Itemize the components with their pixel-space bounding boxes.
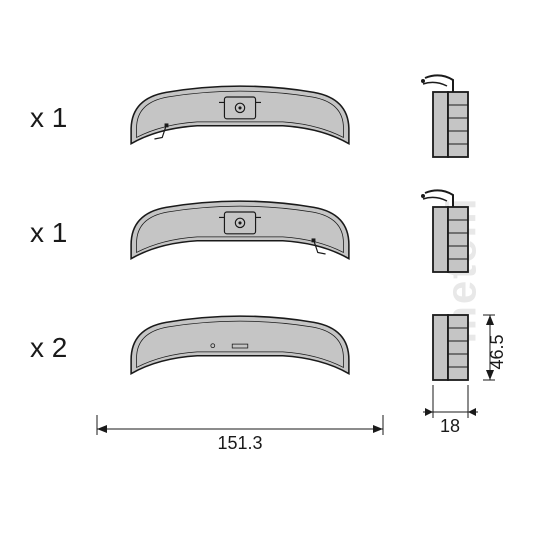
dimension-height-value: 46.5 [487, 334, 507, 369]
dimension-width: 151.3 [95, 415, 385, 455]
brake-pad-front [95, 303, 385, 393]
quantity-label: x 1 [30, 217, 95, 249]
brake-pad-front [95, 73, 385, 163]
dimension-side: 46.5 18 [405, 300, 500, 460]
quantity-label: x 2 [30, 332, 95, 364]
dimension-width-value: 151.3 [217, 433, 262, 453]
pad-row: x 1 [30, 70, 510, 165]
brake-pad-front [95, 188, 385, 278]
dimension-thickness-value: 18 [440, 416, 460, 436]
pad-side-with-clip [405, 70, 495, 165]
quantity-label: x 1 [30, 102, 95, 134]
pad-side-with-clip [405, 185, 495, 280]
pad-row: x 1 [30, 185, 510, 280]
